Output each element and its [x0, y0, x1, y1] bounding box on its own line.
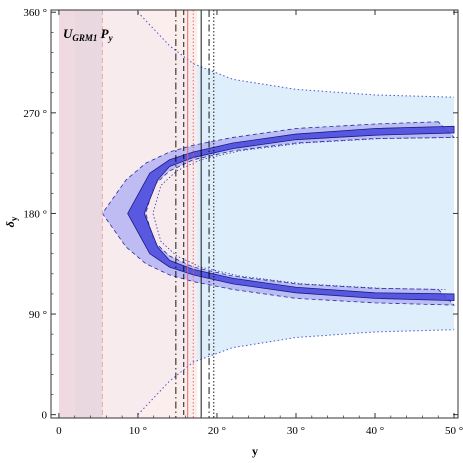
red-strip — [58, 10, 103, 418]
plot-area — [58, 10, 458, 418]
y-axis-label-sub: y — [9, 216, 19, 221]
reference-lines — [101, 10, 215, 418]
plot-frame — [50, 9, 459, 419]
inner-dotted-contour — [152, 137, 458, 290]
x-tick-label: 30 ° — [287, 425, 305, 437]
x-tick-label: 10 ° — [129, 425, 147, 437]
y-tick-label: 360 ° — [23, 7, 47, 19]
title-tail: P — [97, 26, 109, 41]
y-axis-label: δy — [3, 216, 19, 227]
x-tick-label: 20 ° — [208, 425, 226, 437]
axis-ticks: 0 10 ° 20 ° 30 ° 40 ° 50 ° 0 90 ° 180 ° 270 ° 360 … — [23, 7, 463, 437]
title-sub: GRM1 — [72, 33, 97, 43]
y-tick-label: 270 ° — [23, 108, 47, 120]
title-tail-sub: y — [108, 33, 114, 43]
chart-title: UGRM1 Py — [63, 26, 114, 43]
outer-c-band — [101, 121, 456, 306]
y-axis-label-main: δ — [3, 221, 17, 227]
x-tick-label: 40 ° — [366, 425, 384, 437]
y-tick-label: 90 ° — [29, 309, 47, 321]
x-tick-label: 0 — [56, 425, 62, 437]
x-tick-label: 50 ° — [445, 425, 463, 437]
y-tick-label: 0 — [42, 410, 48, 422]
x-axis-label: y — [252, 444, 258, 458]
title-main: U — [63, 26, 73, 41]
y-tick-label: 180 ° — [23, 208, 47, 220]
